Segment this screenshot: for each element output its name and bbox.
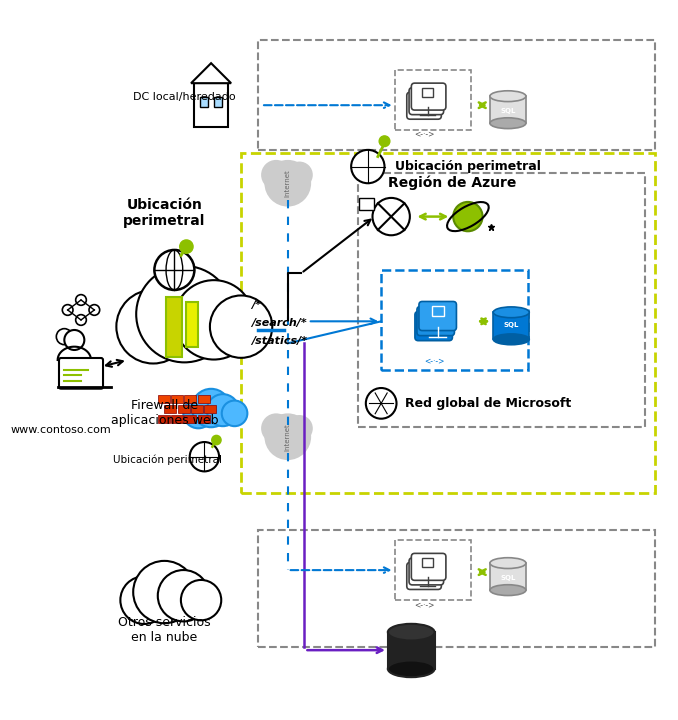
Circle shape — [207, 394, 239, 426]
FancyBboxPatch shape — [144, 598, 201, 611]
FancyBboxPatch shape — [191, 405, 203, 413]
Circle shape — [180, 240, 193, 253]
FancyBboxPatch shape — [198, 395, 210, 403]
FancyBboxPatch shape — [409, 558, 443, 585]
Text: /*: /* — [251, 300, 261, 310]
FancyBboxPatch shape — [164, 405, 176, 413]
FancyBboxPatch shape — [158, 395, 170, 403]
Circle shape — [136, 266, 233, 362]
FancyBboxPatch shape — [359, 198, 374, 210]
FancyBboxPatch shape — [178, 405, 190, 413]
Circle shape — [453, 202, 483, 231]
Circle shape — [222, 400, 247, 426]
Ellipse shape — [388, 624, 435, 641]
Circle shape — [117, 289, 190, 364]
FancyBboxPatch shape — [184, 415, 197, 423]
FancyBboxPatch shape — [204, 405, 216, 413]
Circle shape — [183, 398, 213, 428]
FancyBboxPatch shape — [198, 415, 210, 423]
Text: Otros servicios
en la nube: Otros servicios en la nube — [118, 616, 211, 644]
Text: SQL: SQL — [500, 575, 515, 580]
Circle shape — [212, 436, 221, 445]
Text: Firewall de
aplicaciones web: Firewall de aplicaciones web — [111, 400, 218, 428]
Circle shape — [261, 160, 291, 190]
FancyBboxPatch shape — [171, 415, 183, 423]
FancyBboxPatch shape — [184, 395, 197, 403]
FancyBboxPatch shape — [409, 88, 443, 114]
Circle shape — [76, 294, 86, 305]
Circle shape — [366, 388, 397, 419]
Ellipse shape — [490, 91, 526, 102]
Text: Ubicación perimetral: Ubicación perimetral — [395, 160, 540, 173]
Circle shape — [372, 198, 410, 235]
Circle shape — [89, 305, 100, 315]
Text: <-·->: <-·-> — [414, 600, 435, 609]
FancyBboxPatch shape — [412, 83, 446, 110]
Text: Ubicación perimetral: Ubicación perimetral — [113, 455, 222, 465]
Text: Ubicación
perimetral: Ubicación perimetral — [123, 198, 205, 228]
FancyBboxPatch shape — [490, 96, 526, 123]
Ellipse shape — [493, 307, 530, 318]
Text: /search/*: /search/* — [251, 318, 307, 328]
Text: Región de Azure: Región de Azure — [388, 176, 516, 191]
FancyBboxPatch shape — [388, 632, 435, 669]
FancyBboxPatch shape — [419, 302, 456, 330]
FancyBboxPatch shape — [493, 312, 530, 339]
FancyBboxPatch shape — [165, 297, 182, 356]
Circle shape — [351, 150, 384, 183]
Circle shape — [190, 442, 219, 472]
Circle shape — [133, 561, 195, 624]
FancyBboxPatch shape — [153, 323, 241, 343]
Circle shape — [174, 280, 254, 359]
FancyBboxPatch shape — [158, 415, 170, 423]
Ellipse shape — [490, 558, 526, 569]
FancyBboxPatch shape — [415, 312, 452, 341]
Polygon shape — [191, 63, 231, 84]
Circle shape — [210, 295, 273, 358]
Circle shape — [192, 389, 231, 427]
Circle shape — [56, 328, 73, 345]
FancyBboxPatch shape — [201, 96, 208, 107]
Circle shape — [76, 315, 86, 325]
Text: <-·->: <-·-> — [424, 356, 445, 366]
FancyBboxPatch shape — [195, 84, 228, 127]
Ellipse shape — [490, 585, 526, 595]
FancyBboxPatch shape — [407, 562, 441, 590]
Ellipse shape — [388, 660, 435, 678]
Circle shape — [62, 305, 73, 315]
Circle shape — [121, 576, 168, 624]
FancyBboxPatch shape — [59, 358, 103, 389]
Circle shape — [286, 415, 313, 441]
FancyBboxPatch shape — [417, 307, 454, 336]
FancyBboxPatch shape — [412, 554, 446, 580]
Circle shape — [181, 580, 221, 621]
Circle shape — [379, 136, 390, 147]
Ellipse shape — [493, 334, 530, 345]
Text: SQL: SQL — [500, 107, 515, 114]
Text: <-·->: <-·-> — [414, 130, 435, 139]
Text: SQL: SQL — [504, 322, 519, 328]
Text: Red global de Microsoft: Red global de Microsoft — [405, 397, 571, 410]
Ellipse shape — [490, 118, 526, 129]
Circle shape — [155, 250, 195, 290]
Circle shape — [261, 413, 291, 444]
Text: /statics/*: /statics/* — [251, 336, 307, 346]
FancyBboxPatch shape — [407, 92, 441, 120]
Circle shape — [286, 161, 313, 188]
FancyBboxPatch shape — [214, 96, 222, 107]
FancyBboxPatch shape — [171, 395, 183, 403]
FancyBboxPatch shape — [186, 302, 198, 346]
Circle shape — [264, 160, 311, 207]
Text: Internet: Internet — [285, 423, 291, 451]
Text: www.contoso.com: www.contoso.com — [11, 425, 111, 435]
Circle shape — [158, 570, 209, 621]
FancyBboxPatch shape — [198, 411, 235, 420]
FancyBboxPatch shape — [490, 563, 526, 590]
Text: Internet: Internet — [285, 169, 291, 197]
Circle shape — [64, 330, 84, 350]
Text: DC local/heredado: DC local/heredado — [133, 91, 236, 102]
Circle shape — [264, 413, 311, 460]
